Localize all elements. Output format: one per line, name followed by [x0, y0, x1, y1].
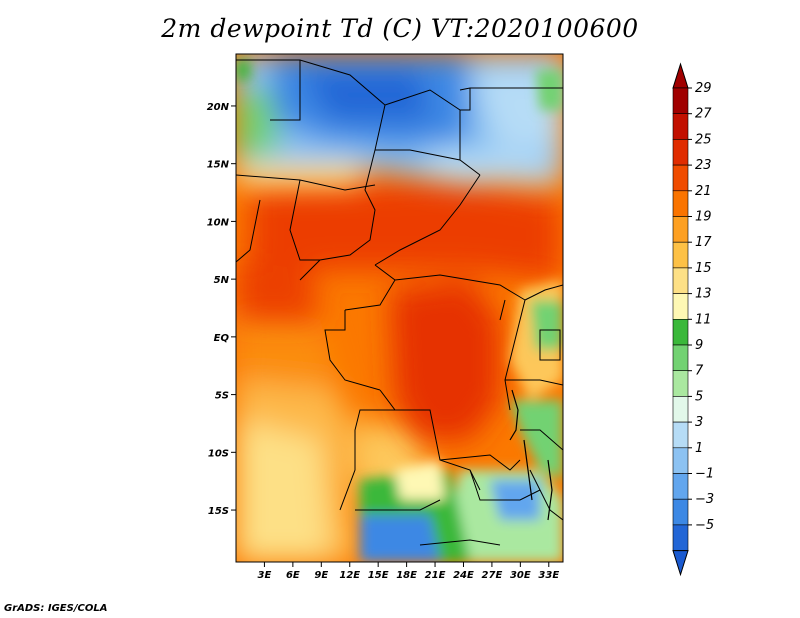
colorbar-label: 7 [695, 364, 704, 379]
latitude-axis: 20N 15N 10N 5N EQ 5S 10S 15S [207, 102, 236, 517]
colorbar-overflow-high [672, 62, 689, 89]
lat-tick-label: 15S [208, 506, 229, 517]
colorbar-label: 23 [695, 158, 712, 173]
lat-tick-label: 10S [208, 448, 229, 459]
colorbar-label: 13 [695, 287, 712, 302]
lon-tick-label: 24E [453, 570, 474, 581]
lon-tick-label: 30E [510, 570, 531, 581]
colorbar-label: 1 [695, 441, 703, 456]
colorbar-swatch [672, 396, 689, 423]
lat-tick-label: 5S [215, 391, 229, 402]
colorbar: 29 27 25 23 21 19 17 15 13 11 9 7 5 3 1 −1 −3 −5 [672, 62, 714, 577]
map-frame [235, 53, 564, 563]
lon-tick-label: 9E [314, 570, 328, 581]
colorbar-label: 19 [695, 210, 712, 225]
lon-tick-label: 18E [396, 570, 417, 581]
lon-tick-label: 15E [368, 570, 389, 581]
colorbar-label: −3 [695, 492, 714, 507]
colorbar-swatch [672, 113, 689, 140]
colorbar-swatch [672, 447, 689, 474]
dewpoint-field [236, 54, 563, 562]
colorbar-label: −5 [695, 518, 714, 533]
colorbar-swatch [672, 473, 689, 500]
colorbar-swatch [672, 344, 689, 372]
colorbar-swatch [672, 267, 689, 294]
colorbar-label: 3 [695, 415, 703, 430]
lat-tick-label: 20N [207, 102, 230, 113]
colorbar-swatch [672, 87, 689, 115]
lon-tick-label: 27E [482, 570, 503, 581]
colorbar-swatch [672, 190, 689, 217]
colorbar-swatch [672, 370, 689, 397]
colorbar-label: 9 [695, 338, 703, 353]
lat-tick-label: 5N [214, 275, 230, 286]
longitude-axis: 3E 6E 9E 12E 15E 18E 21E 24E 27E 30E 33E [258, 562, 559, 581]
chart-title: 2m dewpoint Td (C) VT:2020100600 [161, 14, 639, 43]
colorbar-label: 29 [695, 81, 712, 96]
colorbar-swatch [672, 524, 689, 551]
country-boundaries [236, 59, 563, 546]
lon-tick-label: 6E [286, 570, 300, 581]
colorbar-label: 21 [695, 184, 712, 199]
footer-credit: GrADS: IGES/COLA [4, 603, 108, 614]
colorbar-label: 25 [695, 132, 712, 147]
colorbar-label: 17 [695, 235, 712, 250]
lat-tick-label: EQ [214, 333, 230, 344]
colorbar-swatch [672, 241, 689, 269]
lon-tick-label: 3E [258, 570, 272, 581]
colorbar-swatch [672, 421, 689, 449]
lon-tick-label: 33E [538, 570, 559, 581]
colorbar-swatch [672, 164, 689, 192]
colorbar-swatch [672, 293, 689, 320]
colorbar-label: 15 [695, 261, 712, 276]
colorbar-label: 27 [695, 107, 712, 122]
colorbar-overflow-low [672, 550, 689, 577]
colorbar-swatch [672, 498, 689, 526]
colorbar-swatch [672, 318, 689, 346]
colorbar-label: 5 [695, 389, 703, 404]
lat-tick-label: 15N [207, 160, 230, 171]
colorbar-swatch [672, 216, 689, 243]
lon-tick-label: 12E [339, 570, 360, 581]
colorbar-label: 11 [695, 312, 712, 327]
colorbar-label: −1 [695, 467, 714, 482]
lon-tick-label: 21E [425, 570, 446, 581]
colorbar-swatch [672, 139, 689, 166]
lat-tick-label: 10N [207, 217, 230, 228]
